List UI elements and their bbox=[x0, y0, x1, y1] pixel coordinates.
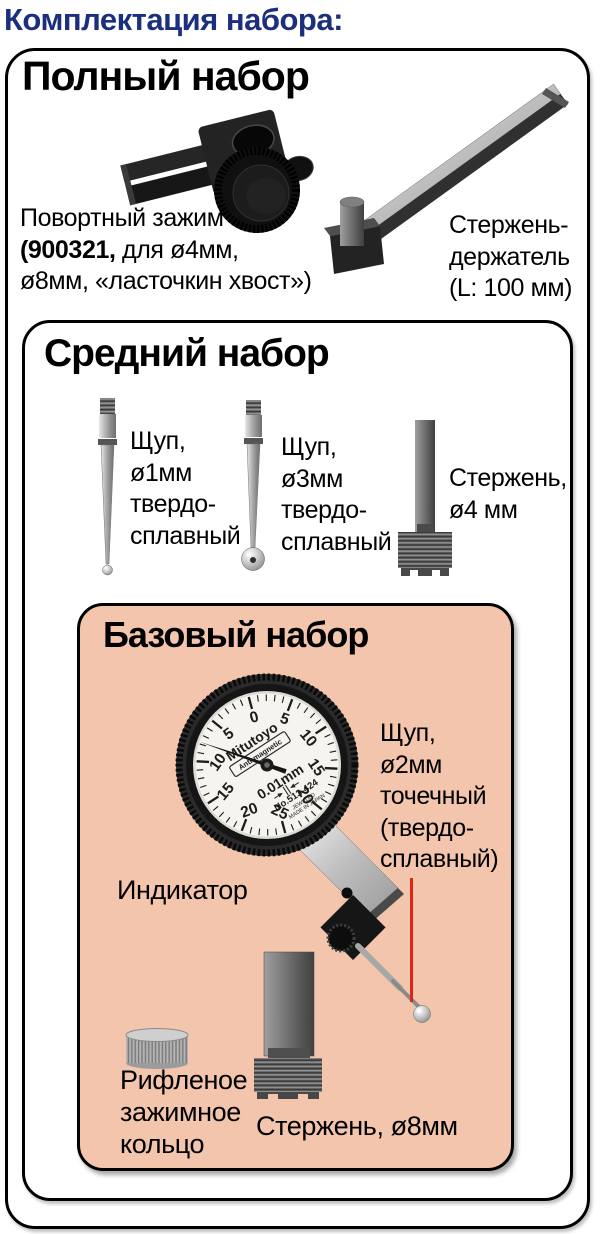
stem-8mm-image bbox=[254, 951, 322, 1100]
full-set-box bbox=[5, 48, 590, 1229]
clamp-label: Повортный зажим (900321, для ø4мм, ø8мм,… bbox=[20, 204, 312, 295]
page-title: Комплектация набора: bbox=[4, 2, 343, 37]
stylus-3mm-label: Щуп, ø3мм твердо- сплавный bbox=[281, 433, 392, 556]
stylus-1mm-image bbox=[98, 398, 117, 576]
clamp-ring-label: Рифленое зажимное кольцо bbox=[120, 1065, 248, 1159]
basic-set-heading: Базовый набор bbox=[103, 614, 369, 655]
indicator-label: Индикатор bbox=[117, 875, 248, 905]
dial-number: 20 bbox=[293, 784, 316, 807]
dial-number: 10 bbox=[206, 750, 230, 774]
stem-4mm-image bbox=[398, 420, 452, 576]
dial-number: 20 bbox=[238, 800, 260, 822]
pointer-line bbox=[410, 878, 413, 1002]
dial-number: 25 bbox=[268, 801, 291, 824]
holder-label: Стержень- держатель (L: 100 мм) bbox=[449, 211, 573, 302]
dial-number: 0 bbox=[248, 708, 261, 727]
clamp-ring-image bbox=[125, 1028, 189, 1069]
holder-rod-image bbox=[324, 83, 569, 274]
swivel-clamp-image bbox=[120, 109, 314, 233]
stem-4mm-label: Стержень, ø4 мм bbox=[449, 464, 567, 524]
stylus-2mm-label: Щуп, ø2мм точечный (твердо- сплавный) bbox=[380, 719, 499, 873]
full-set-heading: Полный набор bbox=[22, 53, 310, 99]
stylus-1mm-label: Щуп, ø1мм твердо- сплавный bbox=[130, 427, 241, 550]
medium-set-box bbox=[22, 320, 573, 1201]
medium-set-heading: Средний набор bbox=[44, 332, 330, 375]
stylus-3mm-image bbox=[241, 400, 265, 571]
stem-8mm-label: Стержень, ø8мм bbox=[256, 1111, 458, 1141]
